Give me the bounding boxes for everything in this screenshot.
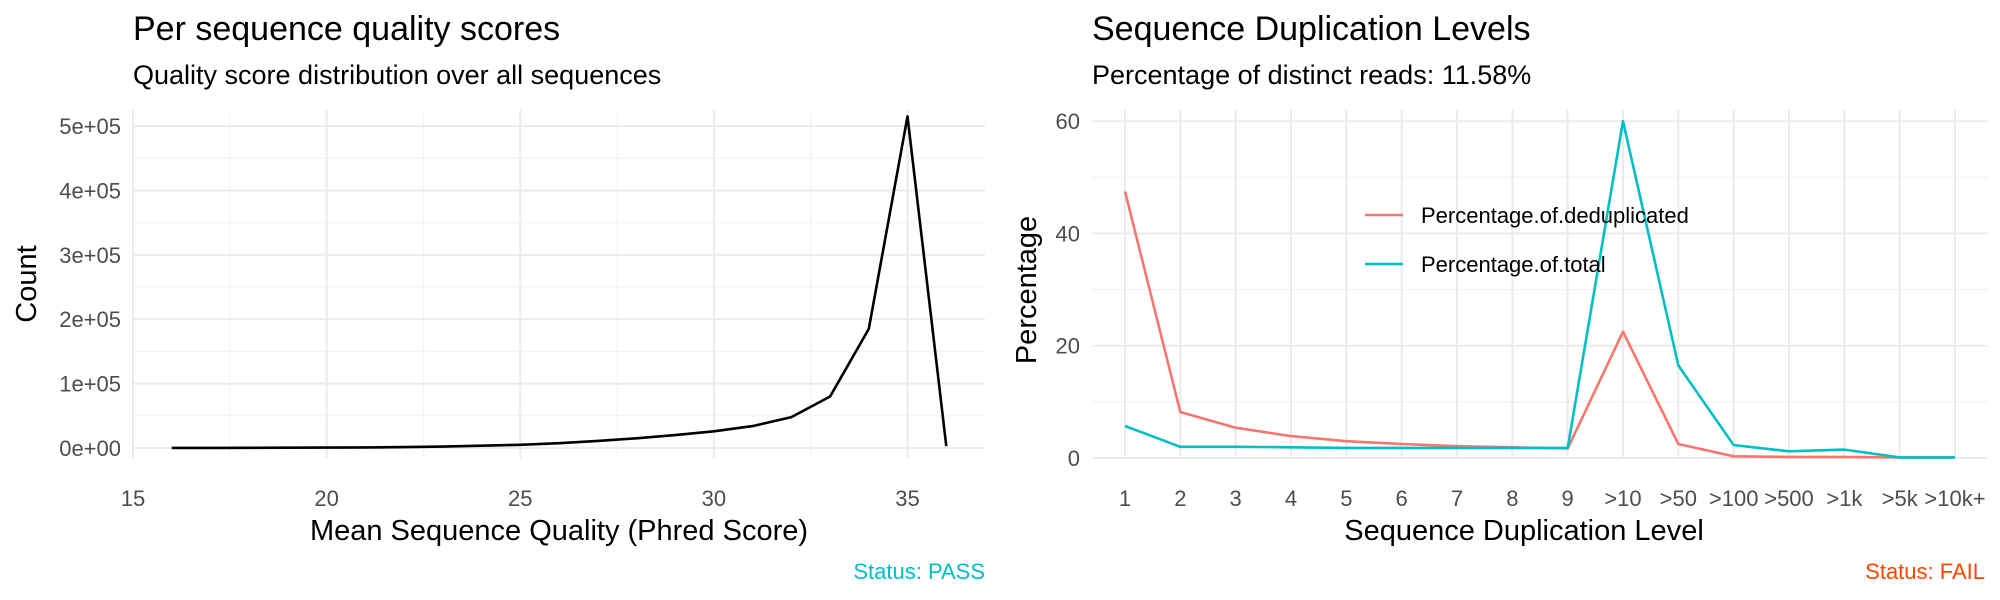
duplication-chart-title: Sequence Duplication Levels	[1092, 10, 1531, 48]
duplication-chart-subtitle: Percentage of distinct reads: 11.58%	[1092, 60, 1531, 90]
quality-y-tick-label: 3e+05	[59, 243, 121, 268]
legend-label-total: Percentage.of.total	[1421, 252, 1606, 277]
duplication-x-tick-label: 1	[1119, 486, 1131, 511]
duplication-x-tick-label: >10	[1604, 486, 1641, 511]
quality-x-ticks: 15 20 25 30 35	[121, 486, 920, 511]
duplication-y-tick-label: 20	[1056, 334, 1080, 359]
quality-y-tick-label: 1e+05	[59, 372, 121, 397]
quality-x-tick-label: 20	[314, 486, 338, 511]
duplication-x-tick-label: 4	[1285, 486, 1297, 511]
duplication-series-lines	[1123, 119, 1955, 459]
duplication-x-tick-label: 7	[1451, 486, 1463, 511]
duplication-x-tick-label: >10k+	[1924, 486, 1985, 511]
duplication-y-axis-title: Percentage	[1011, 216, 1043, 364]
quality-status-label: Status: PASS	[853, 559, 985, 584]
quality-plot-panel	[133, 110, 985, 458]
duplication-y-tick-label: 0	[1068, 446, 1080, 471]
quality-x-tick-label: 30	[702, 486, 726, 511]
duplication-y-tick-label: 40	[1056, 221, 1080, 246]
duplication-x-tick-label: >50	[1660, 486, 1697, 511]
duplication-x-ticks: 1 2 3 4 5 6 7 8 9 >10 >50 >100 >500 >1k >5k >10k+	[1119, 486, 1986, 511]
duplication-x-tick-label: 5	[1340, 486, 1352, 511]
quality-chart-subtitle: Quality score distribution over all sequ…	[133, 60, 661, 90]
duplication-x-tick-label: 6	[1396, 486, 1408, 511]
quality-y-tick-label: 4e+05	[59, 178, 121, 203]
duplication-x-tick-label: >500	[1764, 486, 1814, 511]
quality-y-tick-label: 5e+05	[59, 114, 121, 139]
duplication-x-axis-title: Sequence Duplication Level	[1344, 515, 1704, 547]
quality-x-tick-label: 15	[121, 486, 145, 511]
quality-gridlines	[132, 110, 985, 458]
quality-count-line	[171, 115, 948, 450]
duplication-x-tick-label: >5k	[1882, 486, 1919, 511]
duplication-status-label: Status: FAIL	[1865, 559, 1985, 584]
duplication-x-tick-label: 9	[1562, 486, 1574, 511]
total-series-line	[1124, 119, 1955, 459]
quality-x-tick-label: 25	[508, 486, 532, 511]
quality-chart-title: Per sequence quality scores	[133, 10, 560, 48]
legend-label-deduplicated: Percentage.of.deduplicated	[1421, 203, 1689, 228]
quality-y-axis-title: Count	[11, 245, 43, 322]
duplication-y-ticks: 0 20 40 60	[1056, 109, 1080, 471]
quality-y-tick-label: 0e+00	[59, 436, 121, 461]
quality-x-axis-title: Mean Sequence Quality (Phred Score)	[310, 515, 808, 547]
duplication-x-tick-label: >1k	[1826, 486, 1863, 511]
duplication-x-tick-label: >100	[1709, 486, 1759, 511]
duplication-chart: Sequence Duplication Levels Percentage o…	[1011, 10, 1988, 584]
quality-chart: Per sequence quality scores Quality scor…	[11, 10, 985, 584]
duplication-legend: Percentage.of.deduplicated Percentage.of…	[1365, 203, 1689, 277]
quality-x-tick-label: 35	[895, 486, 919, 511]
duplication-x-tick-label: 2	[1174, 486, 1186, 511]
quality-y-ticks: 0e+00 1e+05 2e+05 3e+05 4e+05 5e+05	[59, 114, 121, 461]
duplication-y-tick-label: 60	[1056, 109, 1080, 134]
duplication-x-tick-label: 3	[1230, 486, 1242, 511]
duplication-plot-panel	[1092, 110, 1988, 458]
duplication-x-tick-label: 8	[1506, 486, 1518, 511]
quality-y-tick-label: 2e+05	[59, 307, 121, 332]
